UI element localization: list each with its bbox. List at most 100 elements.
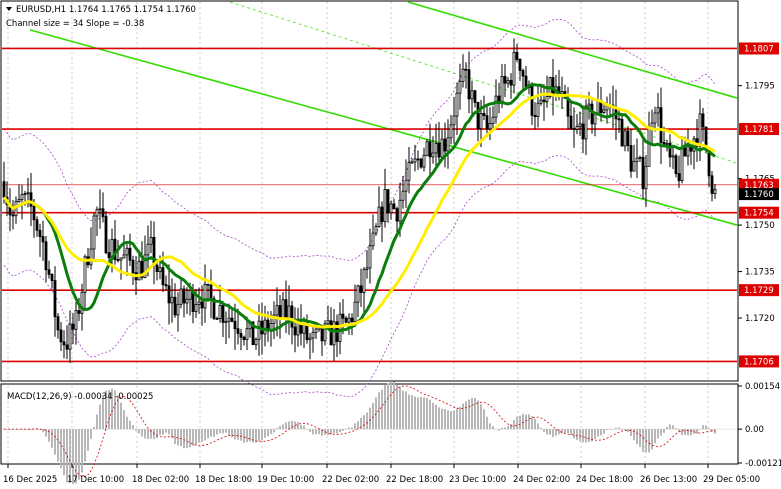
candle-body [329, 320, 333, 346]
x-tick-label: 29 Dec 05:00 [703, 475, 760, 485]
macd-histogram-bar [282, 424, 284, 430]
macd-histogram-bar [483, 409, 485, 430]
macd-histogram-bar [687, 429, 689, 436]
candle-body [593, 113, 597, 125]
candle-body [89, 248, 93, 266]
candle-body [641, 156, 645, 190]
candle-body [71, 323, 75, 330]
candle-body [362, 268, 366, 293]
macd-histogram-bar [96, 414, 98, 430]
macd-histogram-bar [192, 429, 194, 446]
candle-body [59, 329, 63, 343]
candle-body [203, 283, 207, 309]
price-tags: 1.18071.17811.17541.17291.17061.17631.17… [739, 42, 779, 368]
macd-histogram-bar [51, 429, 53, 448]
candle-body [680, 147, 684, 182]
macd-histogram-bar [675, 427, 677, 430]
candle-body [137, 260, 141, 281]
level-tag-label: 1.1729 [744, 286, 774, 296]
candle-body [314, 328, 318, 333]
macd-histogram-bar [702, 425, 704, 430]
macd-histogram-bar [129, 420, 131, 430]
y-tick-label: 1.1720 [745, 314, 775, 324]
macd-histogram-bar [429, 399, 431, 430]
candle-body [107, 252, 111, 258]
macd-histogram-bar [297, 422, 299, 430]
candle-body [35, 219, 39, 231]
macd-histogram-bar [288, 421, 290, 430]
macd-histogram-bar [384, 384, 386, 430]
candle-body [512, 51, 516, 86]
candle-body [116, 259, 120, 261]
candle-body [101, 208, 105, 217]
candle-body [125, 247, 129, 256]
macd-histogram-bar [390, 381, 392, 430]
macd-histogram-bar [90, 429, 92, 439]
macd-histogram-bar [333, 429, 335, 434]
macd-histogram-bar [465, 401, 467, 430]
candle-body [440, 138, 444, 158]
macd-histogram-bar [636, 429, 638, 445]
candle-body [206, 283, 210, 286]
macd-histogram-bar [624, 429, 626, 431]
macd-histogram-bar [549, 429, 551, 435]
candle-body [359, 285, 363, 293]
macd-histogram-bar [195, 429, 197, 445]
macd-histogram-bar [456, 408, 458, 430]
macd-histogram-bar [603, 429, 605, 434]
macd-histogram-bar [417, 397, 419, 430]
macd-histogram-bar [543, 429, 545, 432]
macd-histogram-bar [30, 429, 32, 430]
macd-histogram-bar [342, 429, 344, 431]
candle-body [113, 238, 117, 260]
candle-body [638, 156, 642, 159]
level-tag-label: 1.1781 [744, 125, 774, 135]
candle-body [296, 322, 300, 336]
candle-body [494, 95, 498, 118]
macd-histogram-bar [339, 429, 341, 433]
candle-body [131, 259, 135, 274]
y-tick-label: 1.1750 [745, 221, 775, 231]
x-tick-label: 18 Dec 02:00 [132, 475, 189, 485]
macd-histogram-bar [72, 429, 74, 485]
candle-body [515, 51, 519, 60]
candle-body [254, 338, 258, 346]
candle-body [164, 284, 168, 287]
macd-histogram-bar [45, 429, 47, 437]
candle-body [278, 305, 282, 319]
bollinger-bands [3, 18, 716, 398]
candle-body [398, 199, 402, 222]
candle-body [353, 301, 357, 323]
macd-histogram-bar [294, 421, 296, 430]
candle-body [434, 143, 438, 154]
macd-histogram-bar [261, 429, 263, 441]
macd-histogram-bar [156, 429, 158, 439]
macd-histogram-bar [354, 423, 356, 430]
level-tag [739, 206, 779, 219]
candle-body [56, 316, 60, 331]
macd-histogram-bar [402, 390, 404, 430]
collapse-triangle-icon[interactable] [6, 7, 12, 11]
macd-histogram-bar [105, 390, 107, 430]
y-tick-label: 1.1795 [745, 82, 775, 92]
candle-body [647, 128, 651, 167]
macd-histogram-bar [480, 404, 482, 430]
macd-histogram-bar [495, 428, 497, 430]
macd-histogram-bar [576, 429, 578, 440]
macd-histogram-bar [450, 411, 452, 430]
candle-body [491, 116, 495, 124]
candle-body [710, 175, 714, 194]
level-tag-label: 1.1754 [744, 209, 774, 219]
candle-body [572, 128, 576, 131]
macd-tick-label: 0.00154 [745, 382, 780, 392]
macd-histogram-bar [219, 429, 221, 434]
candle-body [20, 194, 24, 200]
x-tick-label: 22 Dec 18:00 [386, 475, 443, 485]
candle-body [485, 115, 489, 130]
candle-body [245, 328, 249, 341]
candle-body [62, 341, 66, 346]
candle-body [26, 192, 30, 195]
x-tick-label: 24 Dec 02:00 [513, 475, 570, 485]
